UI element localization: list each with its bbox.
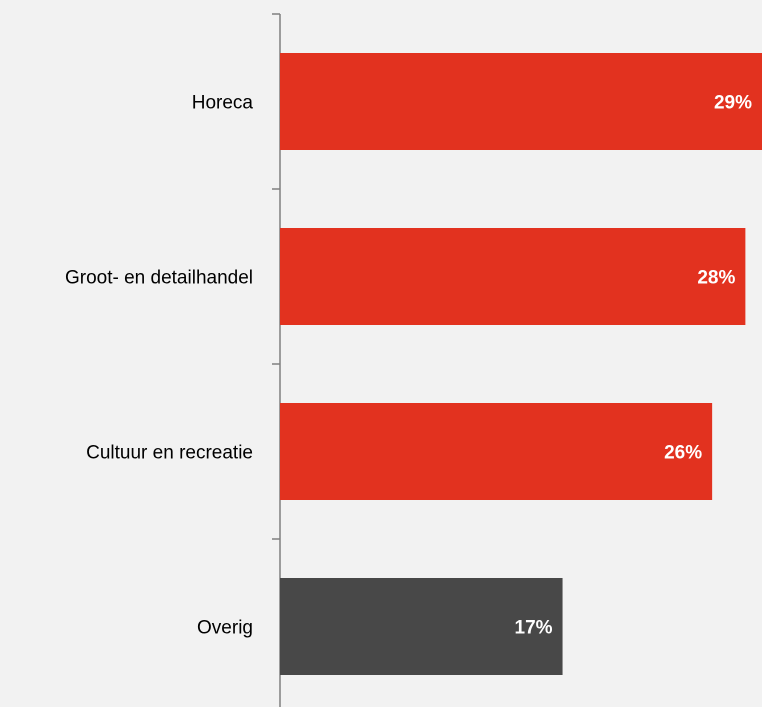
axis-ticks: [272, 13, 280, 540]
bars: [280, 53, 762, 675]
category-label: Horeca: [192, 93, 254, 114]
category-labels: Horeca Groot- en detailhandel Cultuur en r…: [65, 93, 253, 639]
data-label: 28%: [697, 268, 735, 289]
bar: [280, 403, 713, 500]
bar: [280, 53, 762, 150]
data-label: 26%: [664, 443, 702, 464]
bar: [280, 228, 746, 325]
data-label: 17%: [515, 618, 553, 639]
value-labels: 29% 28% 26% 17%: [515, 93, 753, 639]
data-label: 29%: [714, 93, 752, 114]
category-label: Groot- en detailhandel: [65, 268, 253, 289]
category-label: Overig: [197, 618, 253, 639]
bar: [280, 578, 563, 675]
category-label: Cultuur en recreatie: [86, 443, 253, 464]
